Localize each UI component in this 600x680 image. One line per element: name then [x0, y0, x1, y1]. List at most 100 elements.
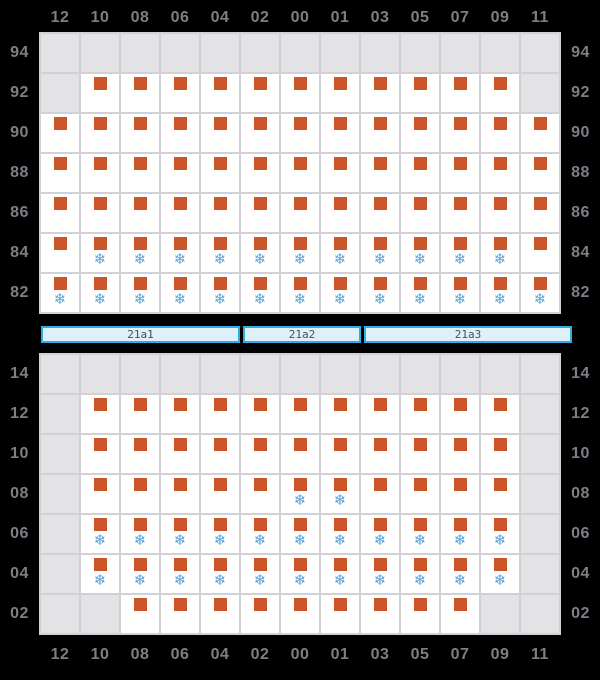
slot-cell[interactable] — [361, 74, 399, 112]
slot-cell[interactable] — [521, 114, 559, 152]
slot-cell[interactable]: ❄ — [81, 274, 119, 312]
slot-cell[interactable] — [521, 515, 559, 553]
slot-cell[interactable]: ❄ — [401, 555, 439, 593]
slot-cell[interactable] — [161, 355, 199, 393]
slot-cell[interactable] — [521, 74, 559, 112]
slot-cell[interactable]: ❄ — [361, 515, 399, 553]
slot-cell[interactable] — [241, 475, 279, 513]
slot-cell[interactable]: ❄ — [321, 475, 359, 513]
slot-cell[interactable] — [321, 395, 359, 433]
slot-cell[interactable]: ❄ — [81, 234, 119, 272]
slot-cell[interactable] — [521, 395, 559, 433]
slot-cell[interactable] — [401, 475, 439, 513]
slot-cell[interactable] — [241, 194, 279, 232]
slot-cell[interactable] — [401, 435, 439, 473]
slot-cell[interactable]: ❄ — [481, 515, 519, 553]
slot-cell[interactable] — [481, 435, 519, 473]
slot-cell[interactable]: ❄ — [321, 515, 359, 553]
slot-cell[interactable]: ❄ — [161, 274, 199, 312]
slot-cell[interactable]: ❄ — [41, 274, 79, 312]
slot-cell[interactable] — [81, 355, 119, 393]
slot-cell[interactable] — [201, 595, 239, 633]
slot-cell[interactable] — [521, 435, 559, 473]
slot-cell[interactable] — [521, 154, 559, 192]
slot-cell[interactable] — [121, 154, 159, 192]
slot-cell[interactable] — [121, 435, 159, 473]
slot-cell[interactable] — [321, 355, 359, 393]
slot-cell[interactable]: ❄ — [81, 555, 119, 593]
slot-cell[interactable] — [161, 194, 199, 232]
slot-cell[interactable] — [401, 355, 439, 393]
slot-cell[interactable] — [281, 355, 319, 393]
slot-cell[interactable] — [241, 435, 279, 473]
slot-cell[interactable] — [481, 74, 519, 112]
slot-cell[interactable]: ❄ — [241, 515, 279, 553]
slot-cell[interactable] — [121, 114, 159, 152]
slot-cell[interactable]: ❄ — [81, 515, 119, 553]
slot-cell[interactable] — [81, 595, 119, 633]
slot-cell[interactable]: ❄ — [121, 555, 159, 593]
slot-cell[interactable] — [481, 154, 519, 192]
slot-cell[interactable]: ❄ — [281, 234, 319, 272]
slot-cell[interactable] — [441, 114, 479, 152]
slot-cell[interactable]: ❄ — [441, 515, 479, 553]
slot-cell[interactable] — [201, 475, 239, 513]
slot-cell[interactable] — [41, 234, 79, 272]
slot-cell[interactable] — [81, 154, 119, 192]
slot-cell[interactable] — [41, 194, 79, 232]
slot-cell[interactable] — [201, 74, 239, 112]
slot-cell[interactable] — [121, 475, 159, 513]
slot-cell[interactable] — [81, 114, 119, 152]
slot-cell[interactable] — [41, 154, 79, 192]
slot-cell[interactable] — [41, 595, 79, 633]
slot-cell[interactable] — [321, 74, 359, 112]
slot-cell[interactable]: ❄ — [121, 515, 159, 553]
slot-cell[interactable]: ❄ — [281, 515, 319, 553]
slot-cell[interactable] — [441, 435, 479, 473]
slot-cell[interactable]: ❄ — [401, 515, 439, 553]
slot-cell[interactable]: ❄ — [201, 234, 239, 272]
slot-cell[interactable]: ❄ — [281, 475, 319, 513]
slot-cell[interactable] — [121, 595, 159, 633]
slot-cell[interactable] — [81, 475, 119, 513]
slot-cell[interactable] — [81, 395, 119, 433]
slot-cell[interactable] — [361, 475, 399, 513]
slot-cell[interactable] — [161, 475, 199, 513]
slot-cell[interactable] — [481, 595, 519, 633]
slot-cell[interactable] — [161, 395, 199, 433]
slot-cell[interactable] — [321, 435, 359, 473]
slot-cell[interactable] — [361, 395, 399, 433]
slot-cell[interactable] — [161, 595, 199, 633]
slot-cell[interactable] — [281, 435, 319, 473]
slot-cell[interactable]: ❄ — [361, 234, 399, 272]
slot-cell[interactable]: ❄ — [441, 234, 479, 272]
slot-cell[interactable] — [481, 395, 519, 433]
slot-cell[interactable] — [161, 435, 199, 473]
slot-cell[interactable]: ❄ — [201, 274, 239, 312]
slot-cell[interactable] — [521, 234, 559, 272]
slot-cell[interactable]: ❄ — [481, 555, 519, 593]
slot-cell[interactable] — [281, 114, 319, 152]
slot-cell[interactable] — [201, 435, 239, 473]
slot-cell[interactable] — [241, 154, 279, 192]
slot-cell[interactable] — [361, 114, 399, 152]
slot-cell[interactable] — [281, 194, 319, 232]
slot-cell[interactable] — [241, 395, 279, 433]
slot-cell[interactable]: ❄ — [481, 274, 519, 312]
slot-cell[interactable] — [241, 74, 279, 112]
slot-cell[interactable] — [281, 595, 319, 633]
slot-cell[interactable] — [81, 194, 119, 232]
slot-cell[interactable] — [521, 475, 559, 513]
slot-cell[interactable] — [521, 355, 559, 393]
slot-cell[interactable] — [521, 194, 559, 232]
slot-cell[interactable] — [321, 194, 359, 232]
slot-cell[interactable]: ❄ — [161, 515, 199, 553]
slot-cell[interactable]: ❄ — [401, 234, 439, 272]
slot-cell[interactable] — [41, 114, 79, 152]
slot-cell[interactable]: ❄ — [361, 555, 399, 593]
slot-cell[interactable] — [241, 34, 279, 72]
slot-cell[interactable] — [401, 154, 439, 192]
slot-cell[interactable] — [361, 595, 399, 633]
slot-cell[interactable]: ❄ — [241, 234, 279, 272]
slot-cell[interactable] — [281, 154, 319, 192]
